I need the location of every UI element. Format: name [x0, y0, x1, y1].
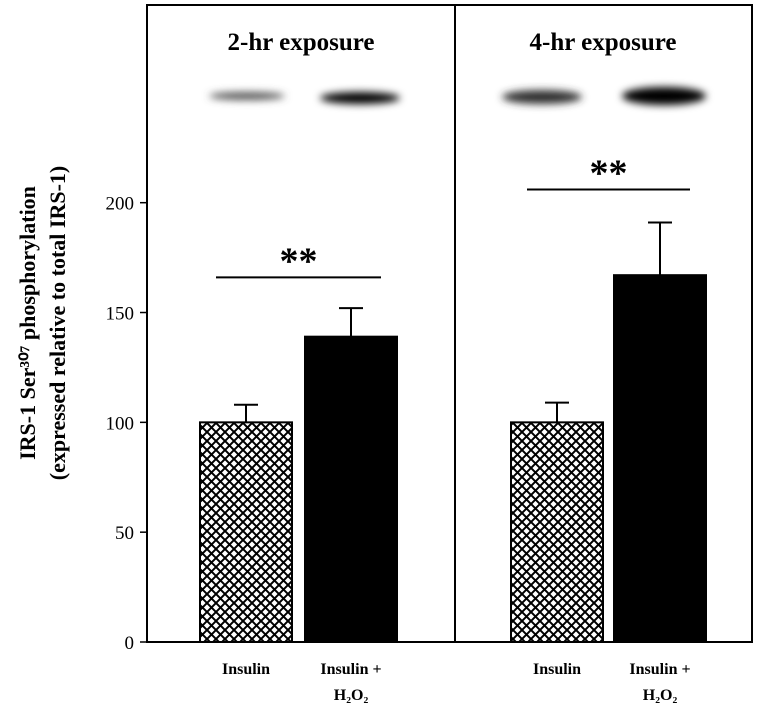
x-tick-label: Insulin	[221, 661, 271, 678]
frame	[146, 4, 753, 643]
bar	[304, 335, 398, 643]
bar	[199, 421, 293, 643]
y-axis-label: IRS-1 Ser³⁰⁷ phosphorylation	[15, 186, 40, 460]
y-tick-label: 200	[106, 194, 135, 215]
x-tick-label: Insulin + H₂O₂	[320, 661, 382, 704]
y-tick-label: 150	[106, 304, 135, 325]
western-blot	[209, 87, 706, 105]
panel-title: 4-hr exposure	[530, 29, 677, 56]
y-tick-label: 100	[106, 413, 135, 434]
y-tick-label: 50	[115, 523, 134, 544]
x-tick-label: Insulin	[532, 661, 582, 678]
panel-title: 2-hr exposure	[228, 29, 375, 56]
significance-label: **	[590, 153, 628, 195]
bar	[510, 421, 604, 643]
x-tick-label: Insulin + H₂O₂	[629, 661, 691, 704]
y-tick-label: 0	[125, 633, 135, 654]
y-axis-label: (expressed relative to total IRS-1)	[45, 166, 70, 480]
significance-label: **	[280, 240, 318, 282]
bar	[613, 274, 707, 643]
